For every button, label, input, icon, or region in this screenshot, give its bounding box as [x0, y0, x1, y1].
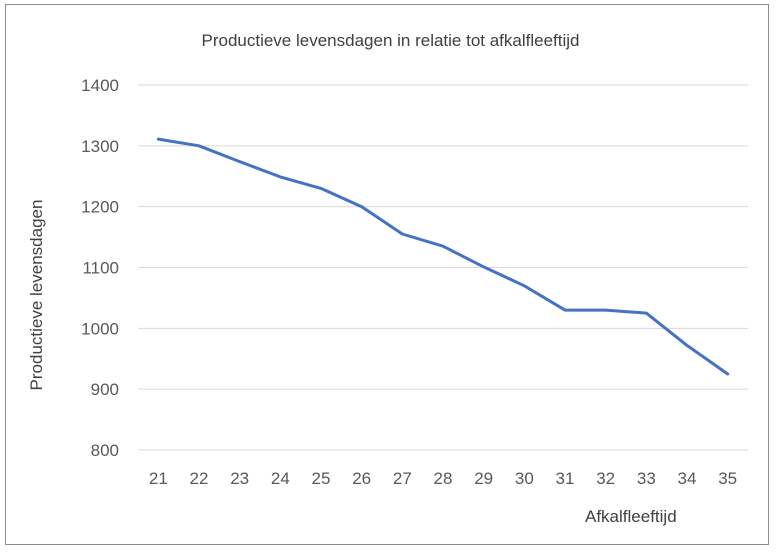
- data-point: [563, 308, 567, 312]
- data-point: [197, 144, 201, 148]
- y-tick-labels: 800 900 1000 1100 1200 1300 1400: [81, 76, 119, 460]
- y-tick-label: 1200: [81, 198, 119, 217]
- y-tick-label: 1400: [81, 76, 119, 95]
- series-group: [156, 137, 730, 376]
- x-tick-label: 24: [271, 469, 290, 488]
- x-tick-label: 25: [312, 469, 331, 488]
- data-point: [523, 284, 526, 287]
- data-point: [279, 175, 282, 179]
- data-point: [157, 137, 160, 141]
- x-tick-labels: 21 22 23 24 25 26 27 28 29 30 31 32 33 34 35: [149, 469, 737, 488]
- x-tick-label: 31: [556, 469, 575, 488]
- x-tick-label: 30: [515, 469, 534, 488]
- x-tick-label: 33: [637, 469, 656, 488]
- data-point: [401, 232, 404, 236]
- data-point: [319, 187, 323, 190]
- series-line: [156, 137, 730, 376]
- chart-title-text: Productieve levensdagen in relatie tot a…: [201, 31, 580, 50]
- y-tick-label: 1000: [81, 319, 119, 338]
- x-tick-label: 26: [352, 469, 371, 488]
- x-tick-label: 21: [149, 469, 168, 488]
- data-point: [645, 311, 648, 315]
- gridlines: [138, 84, 748, 451]
- y-tick-label: 1100: [82, 259, 119, 278]
- x-tick-label: 23: [230, 469, 249, 488]
- chart-frame: [5, 4, 769, 545]
- x-tick-label: 34: [678, 469, 697, 488]
- data-point: [441, 245, 445, 248]
- x-tick-label: 27: [393, 469, 412, 488]
- y-tick-label: 900: [91, 380, 119, 399]
- y-tick-label: 800: [91, 441, 119, 460]
- data-point: [604, 308, 607, 312]
- x-tick-label: 32: [596, 469, 615, 488]
- data-point: [360, 205, 363, 208]
- y-tick-label: 1300: [81, 137, 119, 156]
- x-tick-label: 29: [474, 469, 493, 488]
- data-point: [685, 344, 689, 347]
- chart-title: Productieve levensdagen in relatie tot a…: [0, 31, 777, 51]
- x-tick-label: 22: [190, 469, 209, 488]
- data-point: [238, 160, 241, 163]
- x-tick-label: 35: [718, 469, 737, 488]
- data-point: [482, 265, 485, 269]
- x-axis-label: Afkalfleeftijd: [585, 507, 677, 526]
- x-tick-label: 28: [434, 469, 453, 488]
- data-point: [726, 372, 729, 376]
